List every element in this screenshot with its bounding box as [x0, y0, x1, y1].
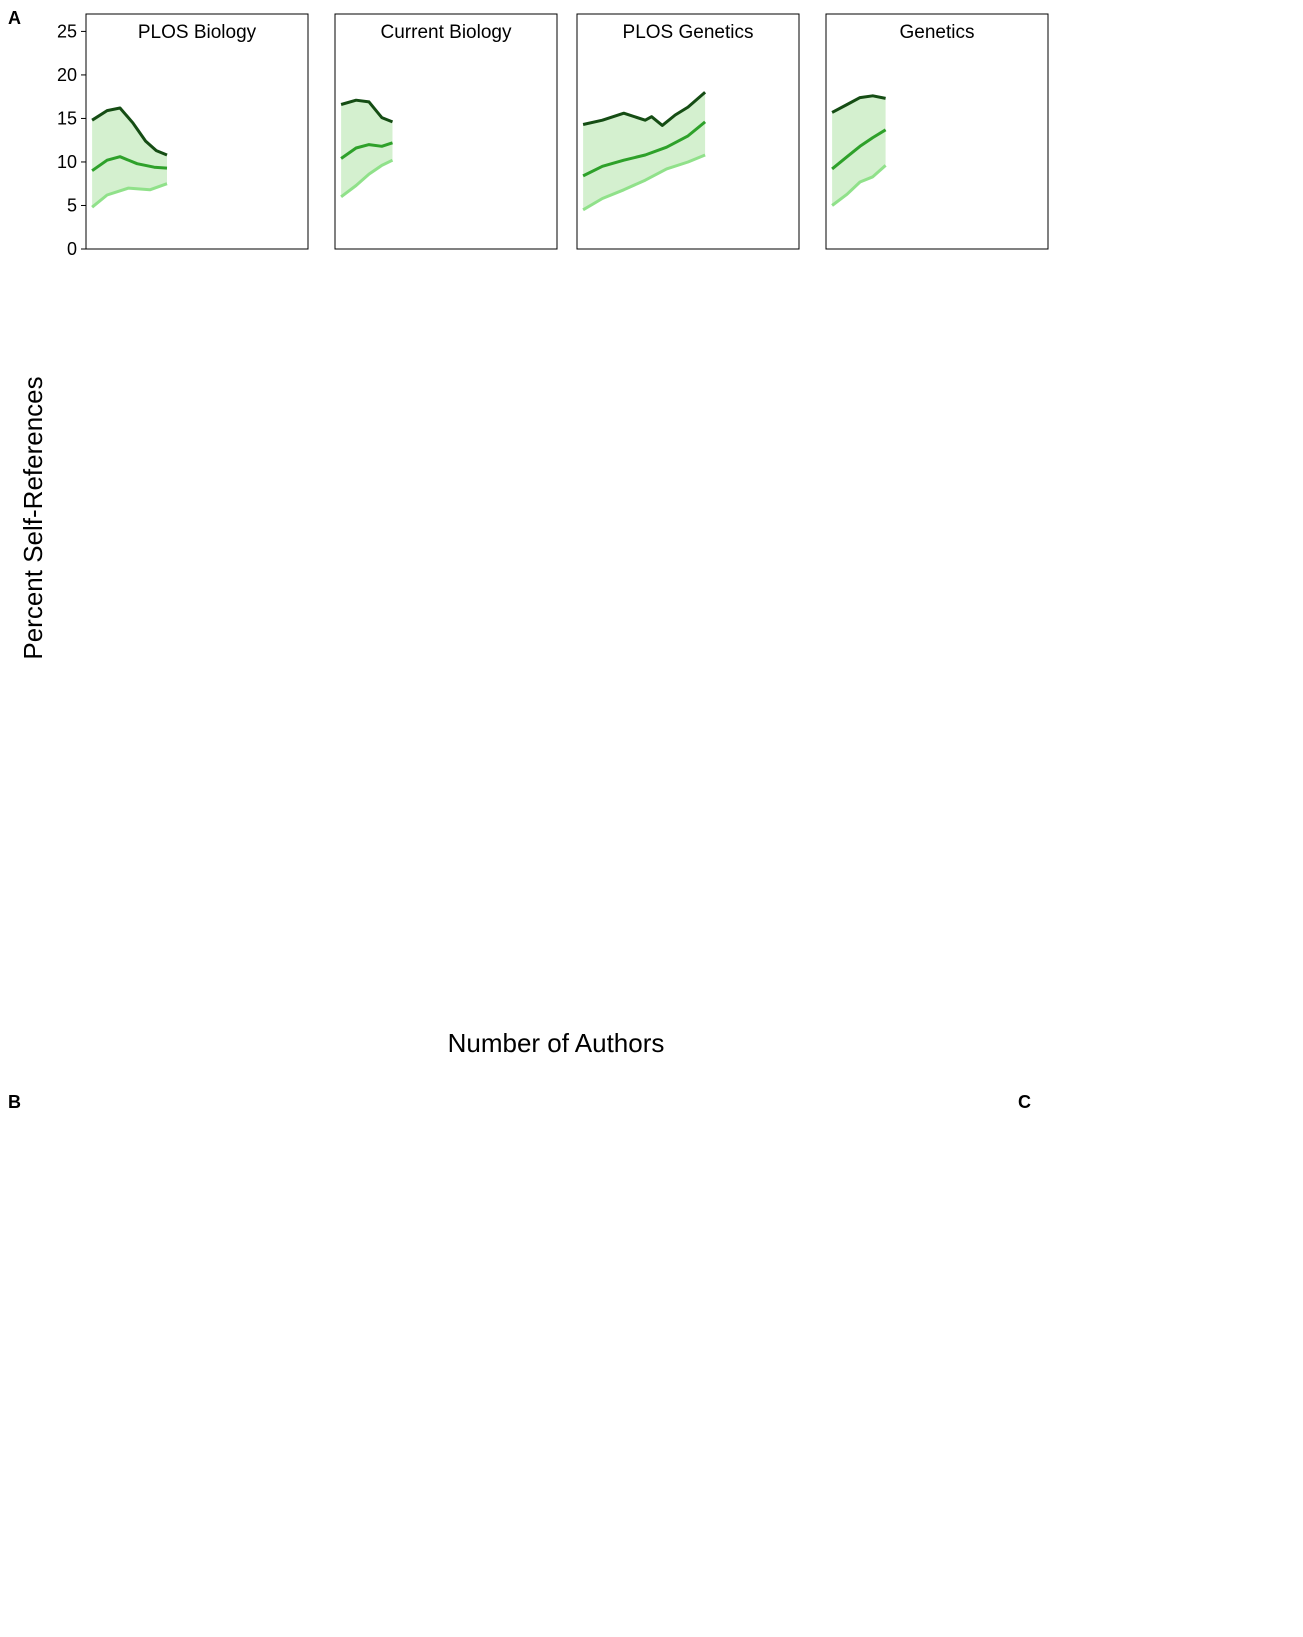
p75-line-current-biology	[340, 98, 394, 124]
panel-label-c: C	[1018, 1092, 1031, 1112]
y-tick-label: 5	[67, 195, 77, 215]
p50-line-genetics	[831, 128, 887, 171]
p25-line-plos-biology	[91, 182, 168, 209]
iqr-band-plos-genetics	[583, 92, 706, 210]
p75-line-plos-genetics	[582, 91, 707, 127]
subplot-title: PLOS Biology	[138, 22, 257, 43]
subplot-current-biology: Current Biology	[334, 13, 558, 250]
subplot-plos-biology: PLOS Biology 0 5 10 15 20 25	[57, 13, 309, 259]
subplot-genetics: Genetics	[825, 13, 1049, 250]
p50-line-current-biology	[340, 141, 393, 160]
y-tick-label: 0	[67, 239, 77, 259]
panel-a-xlabel: Number of Authors	[448, 1028, 665, 1058]
subplot-title: PLOS Genetics	[623, 22, 754, 43]
p75-line-genetics	[831, 94, 886, 114]
iqr-band-current-biology	[341, 100, 393, 197]
panel-a: PLOS Biology 0 5 10 15 20 25 Current Biology PLO…	[18, 13, 1049, 1058]
subplot-plos-genetics: PLOS Genetics	[576, 13, 800, 250]
p75-line-plos-biology	[91, 106, 168, 157]
subplot-frame	[85, 13, 309, 250]
subplot-frame	[334, 13, 558, 250]
y-tick-label: 15	[57, 108, 77, 128]
p25-line-plos-genetics	[582, 153, 706, 212]
p25-line-genetics	[831, 164, 887, 207]
subplot-frame	[576, 13, 800, 250]
subplot-title: Current Biology	[381, 22, 512, 43]
iqr-band-genetics	[832, 95, 886, 206]
subplot-title: Genetics	[900, 22, 975, 43]
p50-line-plos-biology	[91, 155, 168, 172]
panel-a-ylabel: Percent Self-References	[18, 376, 48, 659]
p25-line-current-biology	[340, 158, 394, 198]
panel-label-b: B	[8, 1092, 21, 1112]
p50-line-plos-genetics	[582, 120, 707, 178]
y-tick-label: 10	[57, 152, 77, 172]
iqr-band-plos-biology	[92, 108, 167, 208]
panel-label-a: A	[8, 8, 21, 28]
subplot-frame	[825, 13, 1049, 250]
y-tick-label: 25	[57, 21, 77, 41]
y-tick-label: 20	[57, 65, 77, 85]
